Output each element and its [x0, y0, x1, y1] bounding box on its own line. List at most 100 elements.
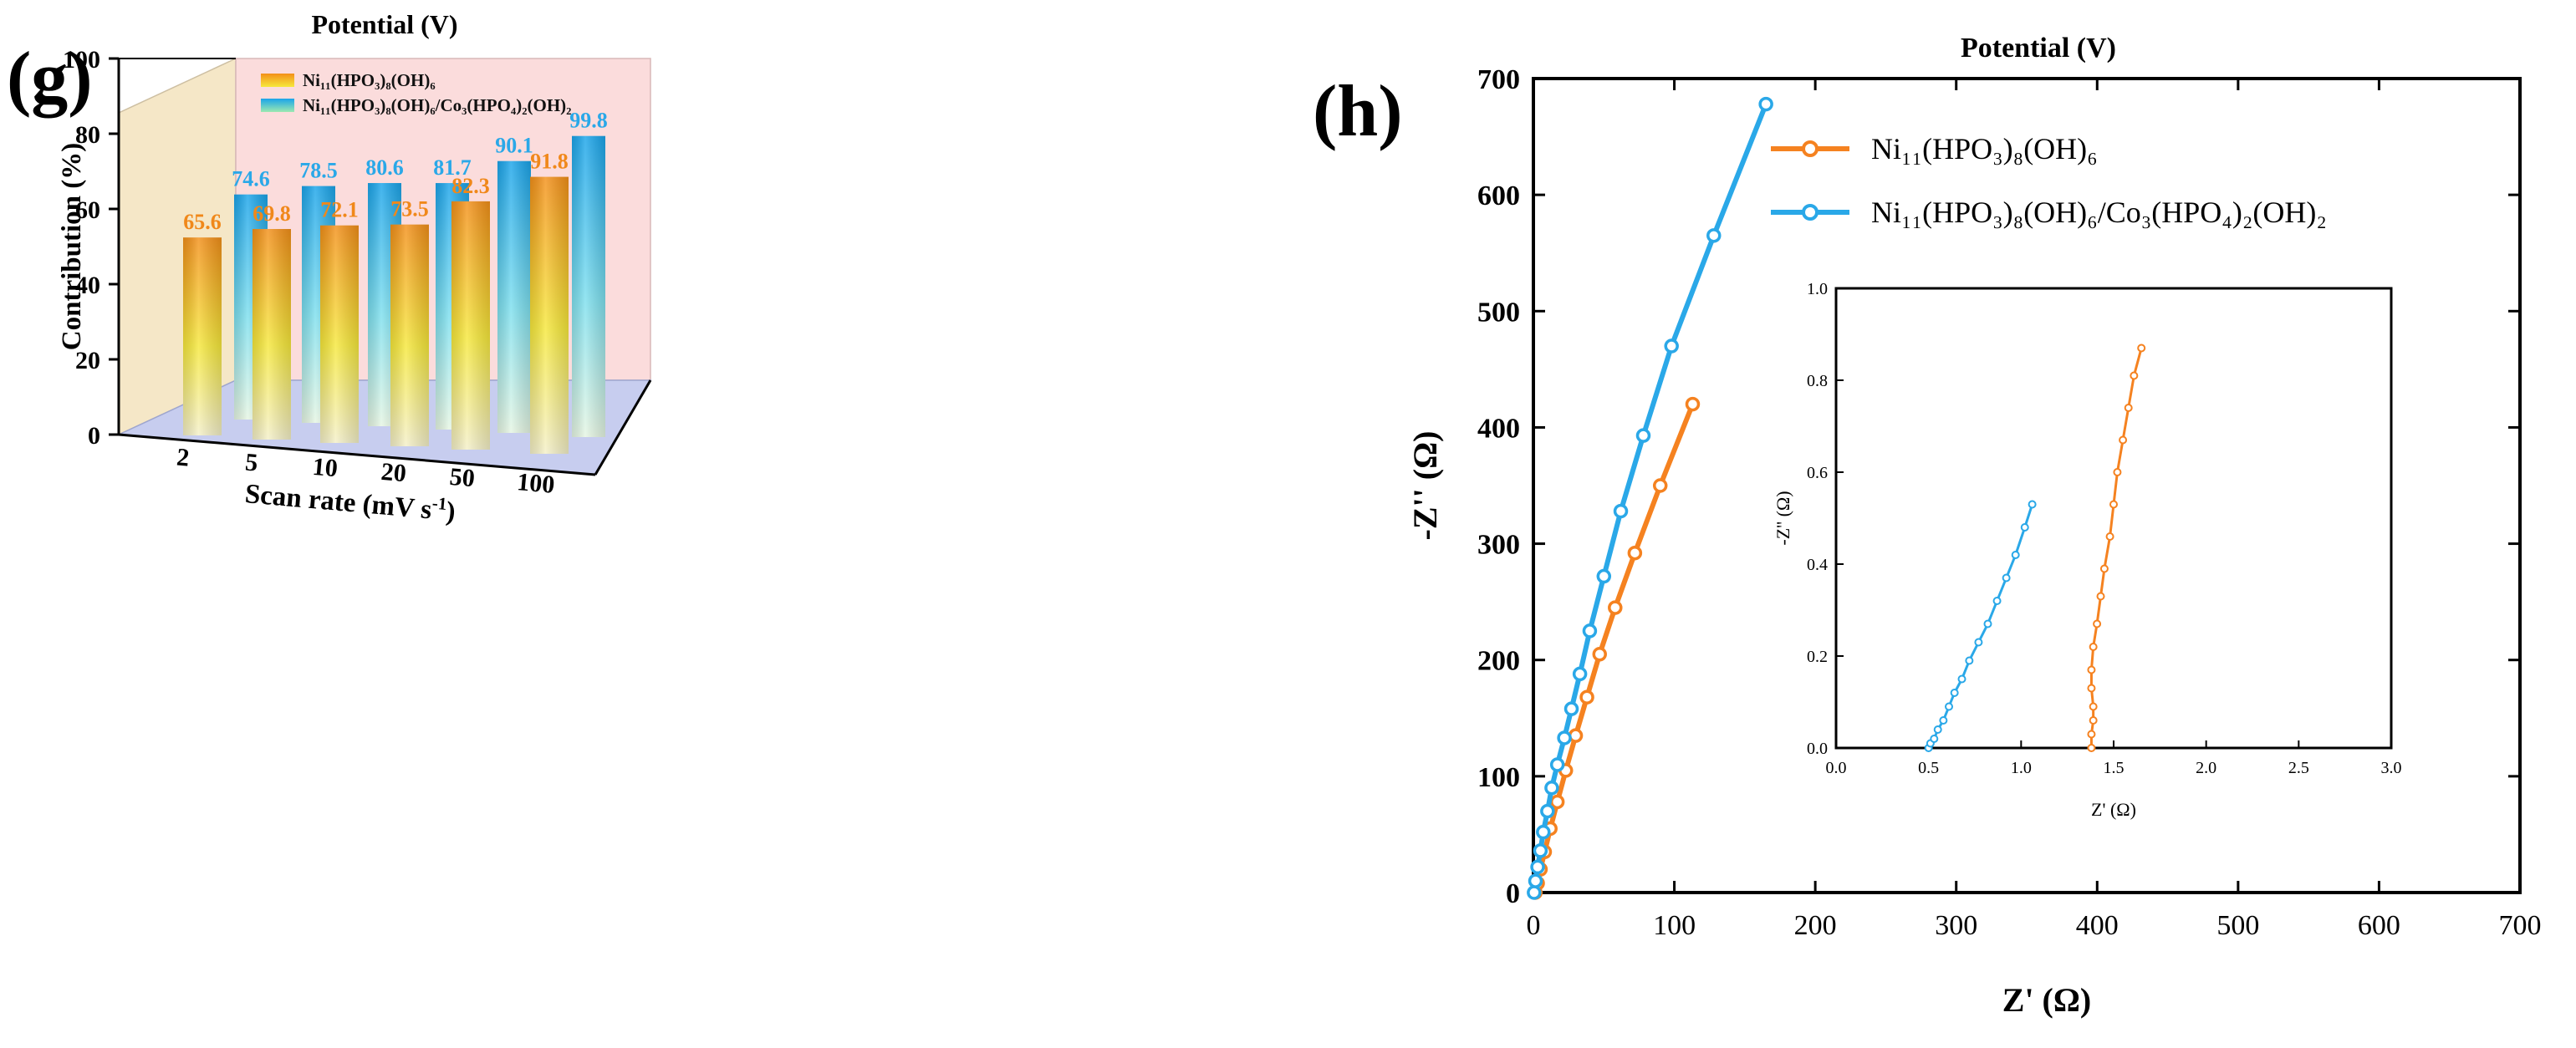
inset-xlabel: Z' (Ω): [2091, 799, 2136, 820]
data-point-ni: [1627, 545, 1643, 561]
inset-data-point-ni: [2096, 592, 2105, 601]
bar-shade-ni-2: [183, 237, 222, 435]
data-point-nico: [1563, 701, 1579, 716]
inset-data-point-nico: [2020, 523, 2029, 532]
data-point-nico: [1544, 781, 1559, 796]
inset-data-point-nico: [1950, 689, 1959, 697]
x-tick-label: 20: [380, 458, 407, 487]
x-tick-label: 50: [448, 463, 476, 492]
bar-label-ni-2: 65.6: [183, 210, 222, 234]
inset: 0.0 0.5 1.0 1.5 2.0 2.5 3.00.00.20.40.60.81.0 …: [1773, 280, 2402, 820]
data-point-nico: [1536, 824, 1551, 840]
x-tick-label: 200: [1794, 910, 1837, 941]
y-tick-label: 20: [75, 347, 100, 374]
panel-h: 0 100 200 300 400 500 600 700 0 100 200 300 400 500 60…: [1313, 33, 2542, 1019]
bars: 74.6 78.5 80.6 81.7 90.1 99.8 65.6 69.8 72.1 73.5…: [183, 109, 608, 455]
legend-label-nico: Ni₁₁(HPO₃)₈(OH)₆/Co₃(HPO₄)₂(OH)₂: [303, 95, 571, 115]
y-tick-label: 100: [1477, 762, 1520, 793]
x-tick-label: 10: [311, 453, 339, 482]
chart-g-xlabel: Scan rate (mV s-1): [244, 476, 457, 527]
x-tick-label: 2: [176, 443, 191, 471]
inset-data-point-ni: [2130, 371, 2139, 380]
x-tick-label: 400: [2076, 910, 2119, 941]
legend-h-label-ni: Ni₁₁(HPO₃)₈(OH)₆: [1871, 132, 2098, 165]
data-point-nico: [1582, 623, 1598, 638]
y-ticks: 0 20 40 60 80 100: [63, 46, 119, 450]
legend-swatch-nico: [261, 99, 294, 112]
y-tick-label: 0: [88, 422, 100, 450]
legend-label-ni: Ni₁₁(HPO₃)₈(OH)₆: [303, 70, 436, 90]
inset-y-tick-label: 1.0: [1807, 280, 1828, 298]
bar-label-nico-100: 99.8: [569, 109, 608, 133]
h-ticks: 0 100 200 300 400 500 600 700 0 100 200 300 400 500 60…: [1477, 64, 2542, 941]
panel-letter-g: (g): [7, 38, 93, 119]
x-tick-label: 300: [1935, 910, 1977, 941]
data-point-nico: [1540, 803, 1555, 819]
inset-y-tick-label: 0.4: [1807, 556, 1828, 574]
inset-y-tick-label: 0.2: [1807, 648, 1828, 666]
data-point-ni: [1568, 728, 1584, 743]
x-tick-label: 700: [2499, 910, 2542, 941]
legend-swatch-ni: [261, 74, 294, 87]
inset-data-point-ni: [2124, 404, 2133, 412]
x-tick-label: 100: [516, 468, 556, 499]
inset-x-tick-label: 0.0: [1826, 759, 1847, 777]
bar-label-nico-10: 80.6: [365, 155, 404, 180]
data-point-nico: [1557, 730, 1572, 745]
bar-label-nico-50: 90.1: [495, 134, 533, 158]
y-tick-label: 200: [1477, 646, 1520, 677]
inset-data-point-nico: [1957, 674, 1966, 684]
inset-data-point-nico: [1965, 656, 1974, 665]
y-tick-label: 60: [75, 196, 100, 224]
y-tick-label: 40: [75, 272, 100, 299]
y-tick-label: 500: [1477, 297, 1520, 328]
inset-x-tick-label: 2.5: [2288, 759, 2309, 777]
data-point-nico: [1635, 428, 1651, 443]
inset-data-point-nico: [1983, 619, 1992, 628]
inset-y-tick-label: 0.0: [1807, 740, 1828, 758]
y-tick-label: 400: [1477, 413, 1520, 444]
inset-data-point-ni: [2087, 684, 2096, 693]
inset-data-point-ni: [2109, 500, 2118, 509]
inset-data-point-nico: [1930, 735, 1939, 743]
inset-data-point-ni: [2093, 619, 2102, 628]
inset-x-tick-label: 2.0: [2196, 759, 2216, 777]
chart-g-xlabel-close: ): [445, 496, 457, 527]
bar-shade-ni-5: [252, 229, 291, 440]
inset-data-point-nico: [2011, 551, 2020, 559]
data-point-nico: [1664, 338, 1679, 354]
data-point-nico: [1596, 568, 1612, 584]
data-point-ni: [1685, 396, 1701, 412]
inset-data-point-nico: [1939, 716, 1948, 725]
inset-y-tick-label: 0.6: [1807, 464, 1828, 482]
inset-data-point-ni: [2119, 435, 2128, 445]
x-axis-front-line: [118, 433, 596, 476]
y-tick-label: 0: [1506, 878, 1520, 909]
legend-h-marker-nico: [1802, 204, 1819, 221]
bar-label-ni-50: 82.3: [451, 174, 490, 198]
inset-data-point-ni: [2089, 702, 2098, 711]
inset-data-point-ni: [2137, 343, 2146, 353]
y-tick-label: 100: [63, 46, 100, 74]
data-point-nico: [1613, 503, 1629, 519]
data-point-nico: [1528, 873, 1543, 888]
plot-frame-h: [1532, 77, 2522, 894]
bar-label-ni-5: 69.8: [252, 201, 291, 226]
data-point-ni: [1592, 647, 1607, 662]
inset-series-line-nico: [1927, 504, 2034, 749]
legend-h: Ni₁₁(HPO₃)₈(OH)₆ Ni₁₁(HPO₃)₈(OH)₆/Co₃(HP…: [1771, 132, 2327, 229]
data-point-ni: [1579, 689, 1594, 705]
bar-shade-ni-100: [530, 176, 569, 455]
bar-label-nico-5: 78.5: [299, 159, 338, 183]
inset-data-point-nico: [1992, 597, 2002, 605]
data-point-nico: [1706, 228, 1722, 243]
inset-data-point-ni: [2089, 643, 2098, 651]
data-point-nico: [1758, 96, 1773, 112]
data-point-nico: [1533, 843, 1548, 858]
bar-shade-nico-50: [497, 160, 531, 433]
inset-x-tick-label: 1.5: [2104, 759, 2125, 777]
bar-shade-ni-10: [320, 225, 359, 443]
x-tick-label: 0: [1527, 910, 1541, 941]
h-lines: [1527, 96, 1773, 900]
chart-g-xlabel-sup: -1: [431, 493, 448, 514]
